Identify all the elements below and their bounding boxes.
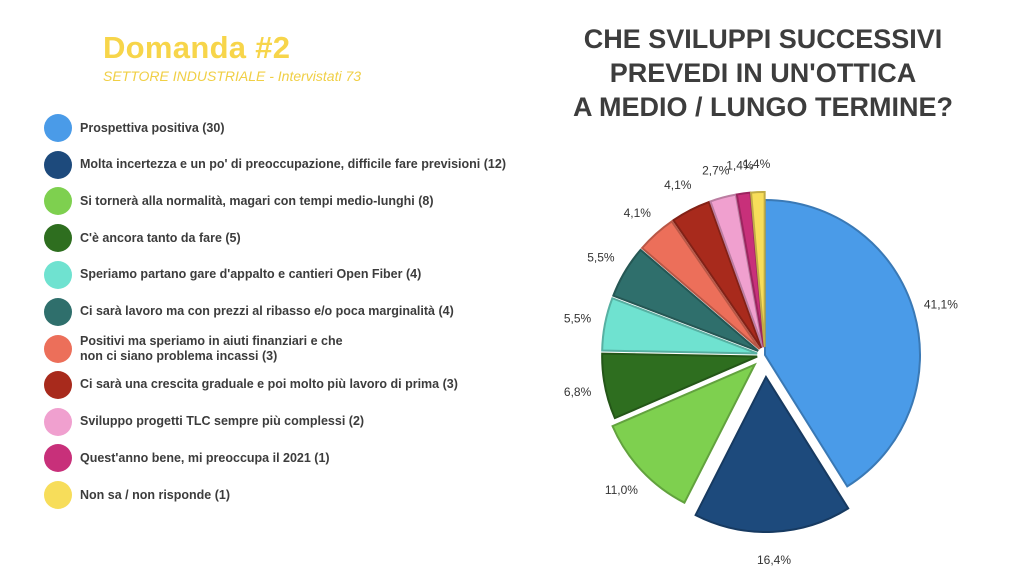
slice-percent-label: 2,7% <box>702 164 730 178</box>
pie-slice <box>749 191 766 348</box>
pie-slice <box>601 296 758 355</box>
legend-item: Positivi ma speriamo in aiuti finanziari… <box>44 334 343 364</box>
slice-percent-label: 41,1% <box>924 298 958 312</box>
legend-item: Ci sarà una crescita graduale e poi molt… <box>44 370 458 399</box>
legend-label: Non sa / non risponde (1) <box>80 487 231 502</box>
legend-item: Quest'anno bene, mi preoccupa il 2021 (1… <box>44 444 330 473</box>
pie-slice <box>672 200 763 349</box>
slice-percent-label: 11,0% <box>605 483 638 497</box>
legend-item: Sviluppo progetti TLC sempre più comples… <box>44 407 365 436</box>
legend-swatch <box>44 407 72 436</box>
legend-item: Prospettiva positiva (30) <box>44 114 225 142</box>
legend-swatch <box>44 297 72 326</box>
legend-swatch <box>44 260 72 289</box>
pie-chart: 41,1%16,4%11,0%6,8%5,5%5,5%4,1%4,1%2,7%1… <box>564 157 958 567</box>
legend-label: Si tornerà alla normalità, magari con te… <box>80 193 434 208</box>
legend-swatch <box>44 370 72 399</box>
slice-percent-label: 4,1% <box>624 206 652 220</box>
pie-slice <box>640 220 761 350</box>
legend-item: Si tornerà alla normalità, magari con te… <box>44 187 434 216</box>
slice-percent-label: 6,8% <box>564 385 592 399</box>
question-title: CHE SVILUPPI SUCCESSIVI PREVEDI IN UN'OT… <box>573 24 953 122</box>
legend-label: Speriamo partano gare d'appalto e cantie… <box>80 267 422 282</box>
pie-slice <box>694 374 850 533</box>
legend-label: Sviluppo progetti TLC sempre più comples… <box>80 414 365 429</box>
legend-swatch <box>44 150 72 179</box>
page-title: Domanda #2 <box>103 30 291 65</box>
legend-item: Molta incertezza e un po' di preoccupazi… <box>44 150 506 179</box>
legend-item: C'è ancora tanto da fare (5) <box>44 224 241 253</box>
legend-swatch <box>44 444 72 473</box>
legend-item: Non sa / non risponde (1) <box>44 481 230 509</box>
pie-slice <box>611 362 757 505</box>
legend-swatch <box>44 114 72 142</box>
slice-percent-label: 5,5% <box>587 250 615 264</box>
legend-label: Molta incertezza e un po' di preoccupazi… <box>80 157 506 172</box>
pie-slice <box>612 248 759 352</box>
legend-swatch <box>44 224 72 253</box>
legend-swatch <box>44 187 72 216</box>
legend-label: C'è ancora tanto da fare (5) <box>80 230 241 245</box>
slice-percent-label: 5,5% <box>564 312 592 326</box>
slice-percent-label: 1,4% <box>726 159 754 173</box>
legend-item: Ci sarà lavoro ma con prezzi al ribasso … <box>44 297 454 326</box>
legend-item: Speriamo partano gare d'appalto e cantie… <box>44 260 422 289</box>
slice-percent-label: 16,4% <box>757 553 791 567</box>
legend-label: Ci sarà lavoro ma con prezzi al ribasso … <box>80 304 454 318</box>
pie-slice <box>709 193 764 348</box>
slice-percent-label: 4,1% <box>664 178 692 192</box>
legend-swatch <box>44 481 72 509</box>
pie-slice <box>601 352 758 420</box>
legend-label: Quest'anno bene, mi preoccupa il 2021 (1… <box>80 450 330 465</box>
pie-slice <box>764 198 921 488</box>
legend-label: Ci sarà una crescita graduale e poi molt… <box>80 377 458 392</box>
legend-label: Prospettiva positiva (30) <box>80 120 225 135</box>
slice-percent-label: 1,4% <box>743 157 771 171</box>
page-subtitle: SETTORE INDUSTRIALE - Intervistati 73 <box>103 68 362 84</box>
legend-swatch <box>44 335 72 364</box>
legend-label: Positivi ma speriamo in aiuti finanziari… <box>80 334 343 364</box>
